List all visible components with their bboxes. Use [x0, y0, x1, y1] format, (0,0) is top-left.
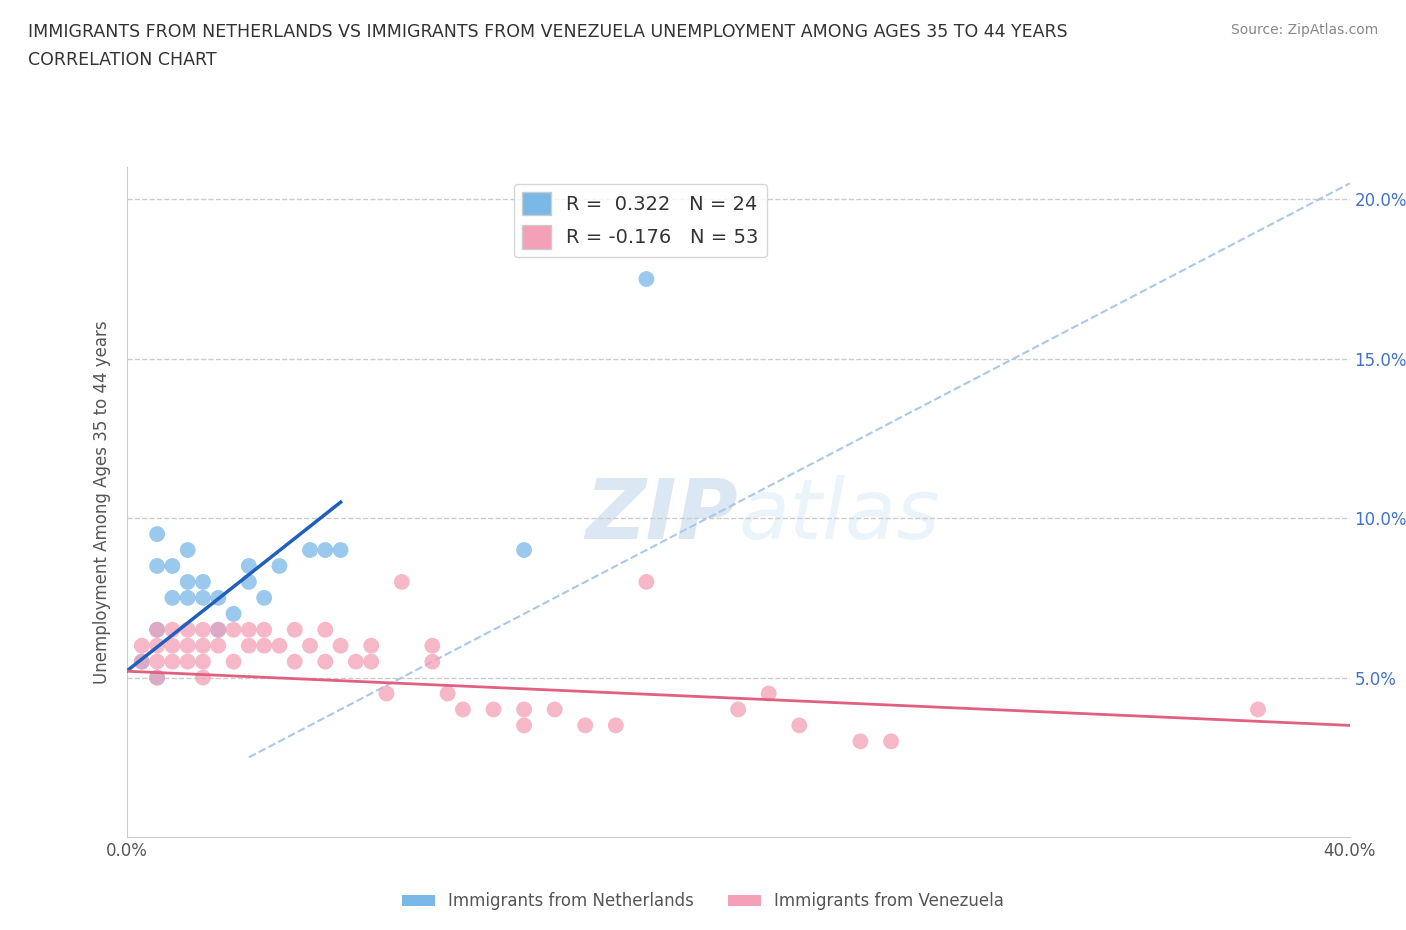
Point [422, 638, 444, 653]
Point [513, 702, 536, 717]
Point [131, 638, 153, 653]
Point [1247, 702, 1270, 717]
Point [513, 718, 536, 733]
Point [146, 622, 169, 637]
Point [605, 718, 627, 733]
Point [284, 622, 307, 637]
Point [146, 559, 169, 574]
Point [191, 591, 214, 605]
Point [162, 559, 184, 574]
Point [222, 622, 245, 637]
Point [222, 606, 245, 621]
Point [727, 702, 749, 717]
Point [238, 638, 260, 653]
Point [191, 622, 214, 637]
Point [253, 591, 276, 605]
Point [880, 734, 903, 749]
Point [162, 638, 184, 653]
Point [375, 686, 398, 701]
Point [191, 575, 214, 590]
Point [253, 622, 276, 637]
Point [207, 591, 229, 605]
Point [422, 654, 444, 669]
Point [314, 654, 336, 669]
Point [360, 654, 382, 669]
Point [789, 718, 811, 733]
Point [329, 638, 352, 653]
Point [162, 591, 184, 605]
Point [191, 638, 214, 653]
Legend: Immigrants from Netherlands, Immigrants from Venezuela: Immigrants from Netherlands, Immigrants … [395, 885, 1011, 917]
Point [177, 654, 200, 669]
Point [451, 702, 474, 717]
Point [849, 734, 872, 749]
Point [146, 671, 169, 685]
Point [299, 542, 322, 557]
Point [146, 526, 169, 541]
Point [436, 686, 458, 701]
Point [162, 654, 184, 669]
Point [238, 622, 260, 637]
Point [574, 718, 596, 733]
Point [284, 654, 307, 669]
Legend: R =  0.322   N = 24, R = -0.176   N = 53: R = 0.322 N = 24, R = -0.176 N = 53 [515, 184, 766, 257]
Point [269, 638, 291, 653]
Text: IMMIGRANTS FROM NETHERLANDS VS IMMIGRANTS FROM VENEZUELA UNEMPLOYMENT AMONG AGES: IMMIGRANTS FROM NETHERLANDS VS IMMIGRANT… [28, 23, 1067, 41]
Point [146, 622, 169, 637]
Text: ZIP: ZIP [585, 475, 738, 556]
Text: CORRELATION CHART: CORRELATION CHART [28, 51, 217, 69]
Y-axis label: Unemployment Among Ages 35 to 44 years: Unemployment Among Ages 35 to 44 years [93, 321, 111, 684]
Point [207, 622, 229, 637]
Point [207, 622, 229, 637]
Point [177, 575, 200, 590]
Point [177, 591, 200, 605]
Point [513, 542, 536, 557]
Point [207, 638, 229, 653]
Text: atlas: atlas [738, 475, 939, 556]
Point [391, 575, 413, 590]
Point [758, 686, 780, 701]
Point [177, 542, 200, 557]
Point [344, 654, 367, 669]
Point [360, 638, 382, 653]
Point [177, 638, 200, 653]
Point [146, 654, 169, 669]
Point [636, 272, 658, 286]
Point [253, 638, 276, 653]
Point [482, 702, 505, 717]
Point [191, 671, 214, 685]
Point [329, 542, 352, 557]
Point [636, 575, 658, 590]
Point [299, 638, 322, 653]
Point [269, 559, 291, 574]
Text: Source: ZipAtlas.com: Source: ZipAtlas.com [1230, 23, 1378, 37]
Point [191, 654, 214, 669]
Point [222, 654, 245, 669]
Point [238, 575, 260, 590]
Point [314, 542, 336, 557]
Point [238, 559, 260, 574]
Point [177, 622, 200, 637]
Point [146, 638, 169, 653]
Point [544, 702, 567, 717]
Point [146, 671, 169, 685]
Point [314, 622, 336, 637]
Point [131, 654, 153, 669]
Point [131, 654, 153, 669]
Point [162, 622, 184, 637]
